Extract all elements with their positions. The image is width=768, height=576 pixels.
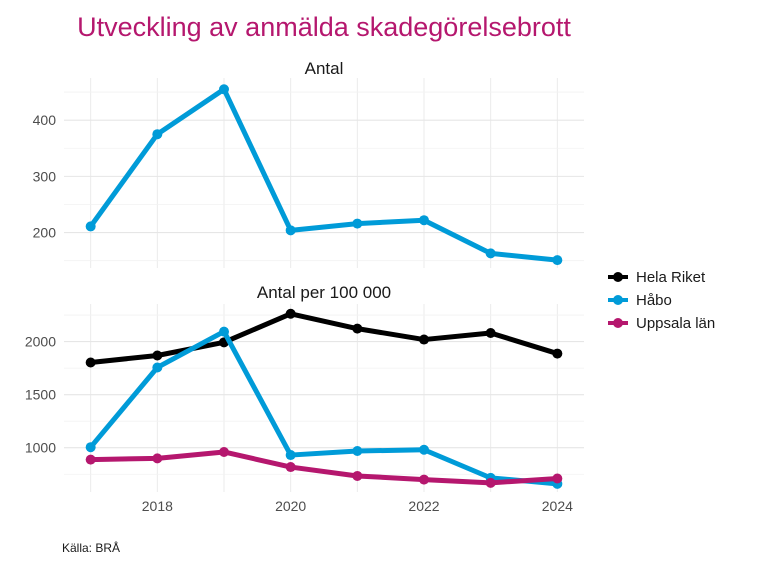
x-tick-label: 2018 [142,498,173,514]
legend-key-habo [608,292,628,308]
panel-title: Antal per 100 000 [257,283,391,302]
data-point-håbo [285,225,296,236]
y-tick-label: 2000 [25,334,56,350]
x-tick-label: 2022 [408,498,439,514]
data-point-uppsala-län [352,470,363,481]
data-point-håbo [152,362,163,373]
legend-item-uppsala-lan: Uppsala län [608,312,715,334]
data-point-uppsala-län [285,462,296,473]
data-point-uppsala-län [485,477,496,488]
data-point-håbo [419,444,429,455]
data-point-uppsala-län [152,453,163,464]
y-tick-label: 1000 [25,440,56,456]
data-point-håbo [552,255,563,266]
y-tick-label: 300 [33,168,57,184]
data-point-uppsala-län [219,446,229,457]
legend-key-uppsala-lan [608,315,628,331]
chart-title: Utveckling av anmälda skadegörelsebrott [77,12,571,42]
series-line-håbo [88,329,560,487]
data-point-håbo [85,221,96,232]
data-point-håbo [85,442,96,453]
data-point-hela-riket [552,348,563,359]
data-point-hela-riket [352,323,363,334]
series-line-uppsala-län [88,449,560,486]
data-point-hela-riket [85,357,96,368]
x-tick-label: 2024 [542,498,573,514]
data-point-håbo [419,215,429,226]
legend-label: Hela Riket [636,268,706,286]
data-point-håbo [219,326,229,337]
source-caption: Källa: BRÅ [62,541,121,555]
data-point-håbo [352,446,363,457]
panel-antal: Antal 200 300 400 [33,59,584,268]
legend-key-hela-riket [608,269,628,285]
data-point-hela-riket [285,308,296,319]
y-tick-label: 1500 [25,387,56,403]
data-point-uppsala-län [85,454,96,465]
data-point-hela-riket [152,350,163,361]
data-point-hela-riket [485,327,496,338]
legend-item-habo: Håbo [608,289,672,311]
y-tick-label: 400 [33,112,57,128]
data-point-håbo [485,248,496,259]
data-point-håbo [152,129,163,140]
data-point-håbo [352,218,363,229]
series-line-hela-riket [88,311,560,365]
data-point-håbo [219,84,229,95]
panel-antal-per-100000: Antal per 100 000 1000 1500 2000 2018 2020 202… [25,283,584,514]
legend-label: Håbo [636,291,672,309]
legend-label: Uppsala län [636,314,716,332]
data-point-håbo [285,450,296,461]
data-point-hela-riket [419,334,429,345]
series-line-håbo [88,86,560,263]
legend-item-hela-riket: Hela Riket [608,266,705,288]
panel-title: Antal [305,59,344,78]
x-tick-label: 2020 [275,498,306,514]
data-point-uppsala-län [419,474,429,485]
y-tick-label: 200 [33,225,57,241]
data-point-uppsala-län [552,473,563,484]
